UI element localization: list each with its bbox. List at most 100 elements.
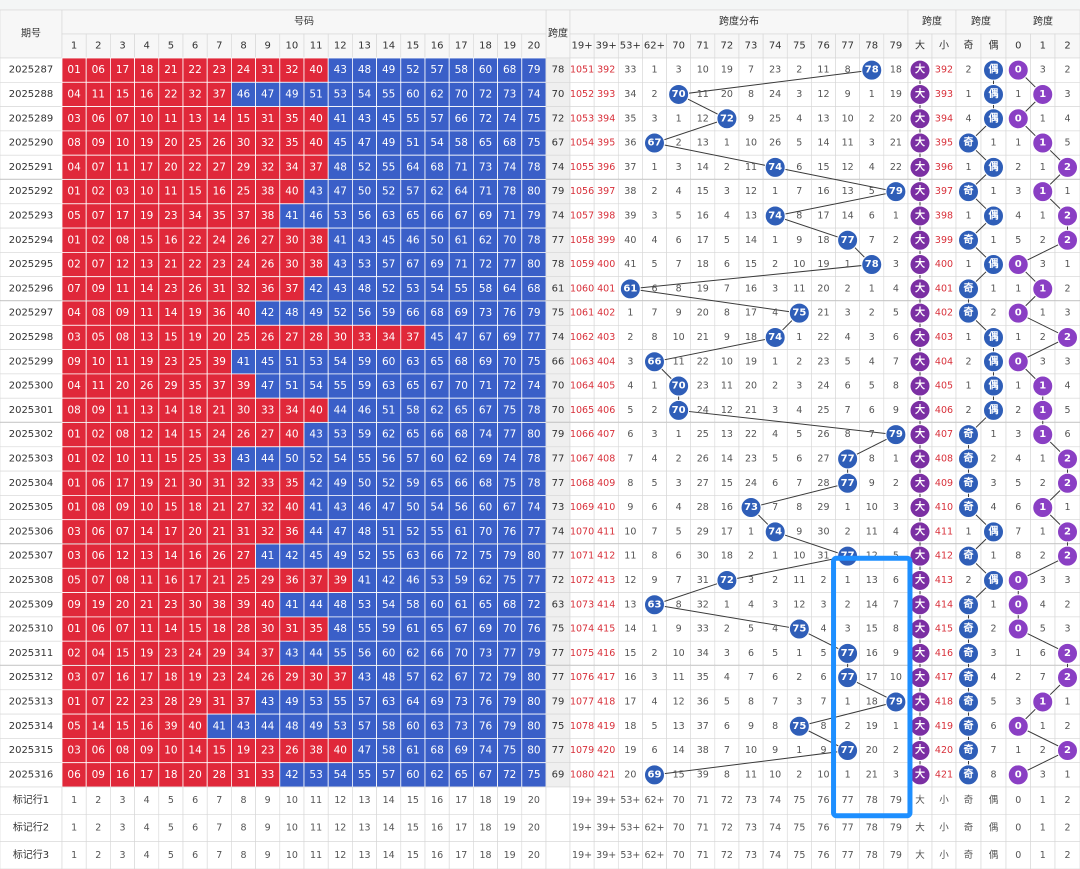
distribution-miss: 2 (845, 599, 851, 610)
distribution-miss: 22 (745, 429, 757, 440)
footer-column-label: 72 (721, 823, 733, 834)
distribution-cell (786, 665, 812, 691)
footer-column-label: 10 (286, 795, 298, 806)
parity-hit: 偶 (988, 111, 999, 124)
drawn-number: 66 (430, 550, 444, 562)
footer-cell (61, 841, 87, 869)
drawn-number: 49 (309, 307, 322, 319)
number-cell (497, 179, 523, 205)
number-cell (85, 349, 111, 375)
distribution-cell (714, 689, 740, 715)
drawn-number: 42 (285, 550, 298, 562)
number-cell (230, 713, 256, 739)
distribution-cell (762, 446, 788, 472)
distribution-cell (883, 446, 909, 472)
distribution-cell (883, 300, 909, 326)
parity-cell (955, 324, 982, 350)
number-cell (472, 592, 498, 618)
distribution-miss: 1 (748, 526, 754, 537)
footer-cell (521, 786, 547, 815)
distribution-cell (859, 470, 885, 496)
distribution-cell (738, 446, 764, 472)
drawn-number: 31 (237, 769, 250, 781)
footer-cell (666, 841, 691, 869)
drawn-number: 30 (309, 672, 322, 684)
drawn-number: 43 (285, 647, 298, 659)
drawn-number: 61 (406, 623, 419, 635)
period-cell (0, 616, 63, 642)
drawn-number: 62 (406, 647, 419, 659)
drawn-number: 68 (455, 429, 468, 441)
drawn-number: 20 (188, 526, 201, 538)
distribution-cell (642, 470, 667, 496)
footer-cell (255, 786, 281, 815)
distribution-cell (786, 762, 812, 788)
size-miss: 410 (935, 502, 953, 513)
mod-ball (1032, 132, 1054, 154)
distribution-cell (569, 495, 595, 520)
size-cell (931, 349, 957, 375)
footer-column-label: 6 (192, 850, 198, 861)
drawn-number: 71 (479, 186, 492, 198)
distribution-miss: 23 (817, 356, 829, 367)
size-ball (909, 254, 931, 276)
mod-cell (1054, 397, 1080, 423)
drawn-number: 74 (503, 453, 517, 465)
drawn-number: 57 (358, 696, 371, 708)
mod-hit: 2 (1064, 210, 1071, 221)
period: 2025311 (9, 648, 54, 659)
drawn-number: 43 (358, 113, 371, 125)
distribution-cell (617, 592, 643, 618)
number-cell (206, 251, 232, 278)
footer-cell (473, 841, 498, 869)
distribution-miss: 10 (842, 113, 854, 124)
period-cell (0, 470, 63, 496)
distribution-miss: 3 (676, 162, 682, 173)
drawn-number: 35 (285, 113, 298, 125)
drawn-number: 15 (188, 186, 201, 198)
number-cell (255, 227, 281, 253)
parity-cell (980, 422, 1007, 448)
distribution-miss: 6 (724, 721, 730, 732)
drawn-number: 69 (479, 210, 492, 222)
number-cell (327, 81, 353, 108)
distribution-miss: 5 (627, 405, 633, 416)
number-cell (61, 665, 87, 691)
distribution-cell (593, 397, 619, 423)
distribution-miss: 4 (845, 332, 851, 343)
number-cell (472, 251, 498, 278)
drawn-number: 29 (237, 161, 250, 173)
distribution-cell (642, 665, 667, 691)
number-cell (351, 543, 377, 569)
column-label: 16 (431, 41, 444, 52)
distribution-miss: 1078 (570, 721, 594, 732)
distribution-miss: 10 (890, 672, 902, 683)
drawn-number: 21 (213, 574, 226, 586)
distribution-miss: 17 (697, 235, 709, 246)
number-cell (255, 203, 281, 229)
distribution-cell (762, 300, 788, 326)
number-cell (182, 689, 208, 715)
distribution-cell (883, 616, 909, 642)
distribution-cell (714, 130, 740, 156)
mod-miss: 5 (1040, 624, 1046, 635)
parity-hit: 偶 (988, 524, 999, 537)
drawn-number: 26 (188, 283, 202, 295)
drawn-number: 31 (213, 283, 226, 295)
distribution-cell (738, 738, 764, 764)
drawn-number: 34 (285, 404, 299, 416)
drawn-number: 30 (261, 623, 274, 635)
span-value: 78 (552, 259, 565, 270)
footer-column-label: 12 (334, 823, 346, 834)
drawn-number: 60 (406, 88, 419, 100)
size-miss: 414 (935, 599, 953, 610)
drawn-number: 60 (430, 453, 443, 465)
number-cell (230, 397, 256, 423)
distribution-cell (569, 373, 595, 399)
distribution-miss: 2 (651, 405, 657, 416)
footer-cell (786, 841, 812, 869)
drawn-number: 27 (285, 331, 298, 343)
distribution-cell (835, 689, 860, 715)
drawn-number: 57 (406, 186, 419, 198)
